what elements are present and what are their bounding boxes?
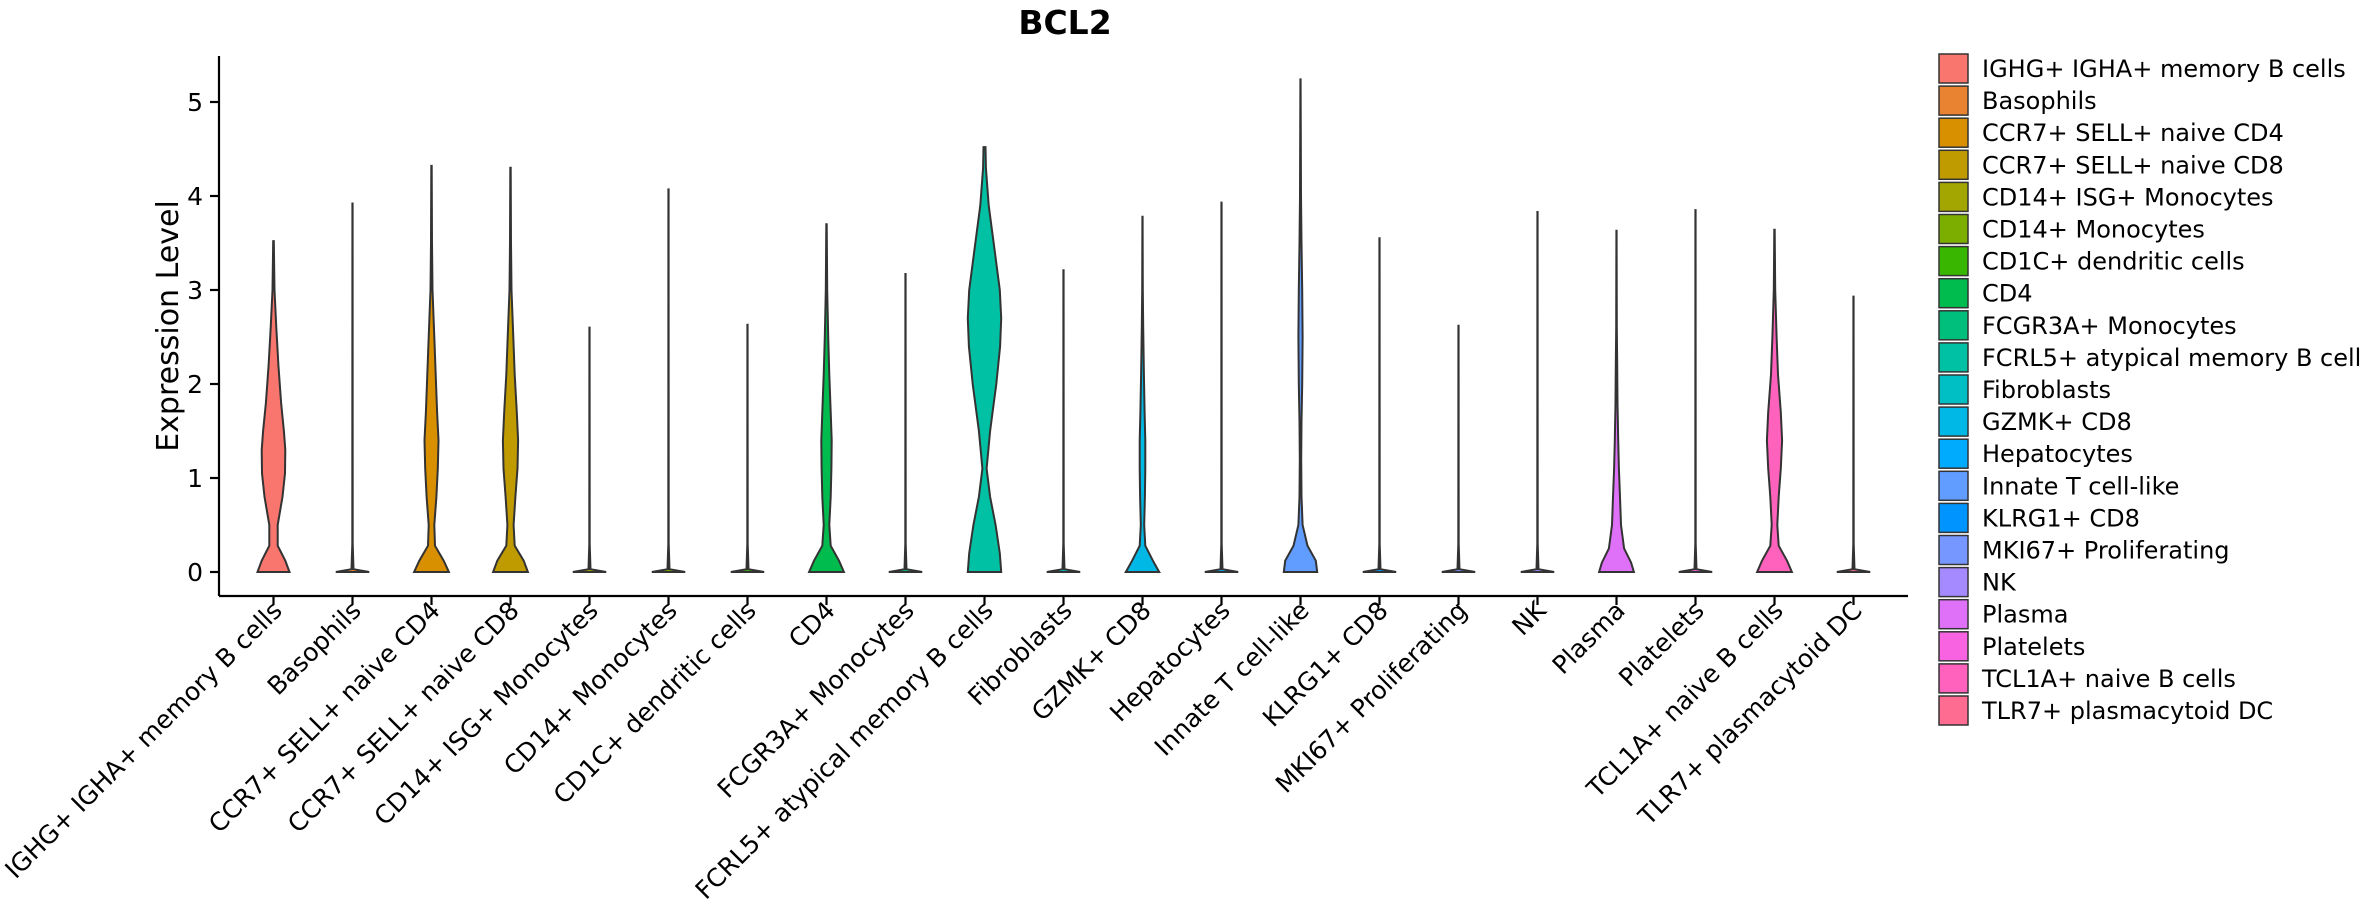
violin-ccr7-sell-naive-cd8 [491, 166, 530, 573]
violin-basophils [335, 202, 370, 573]
violin-plasma [1597, 229, 1636, 573]
legend-label: CD14+ ISG+ Monocytes [1982, 183, 2274, 211]
legend-label: FCGR3A+ Monocytes [1982, 312, 2237, 340]
violin-layer [256, 78, 1871, 573]
legend-label: GZMK+ CD8 [1982, 408, 2132, 436]
legend-swatch [1938, 631, 1969, 662]
violin-innate-t-cell-like [1282, 78, 1319, 573]
legend-label: Basophils [1982, 87, 2097, 115]
violin-hepatocytes [1204, 201, 1239, 573]
legend-swatch [1938, 85, 1969, 116]
x-tick-label: IGHG+ IGHA+ memory B cells [0, 596, 288, 884]
violin-cd14-isg-monocytes [572, 326, 607, 573]
legend-swatch [1938, 406, 1969, 437]
legend-label: CD1C+ dendritic cells [1982, 248, 2245, 276]
legend-swatch [1938, 438, 1969, 469]
legend-label: CCR7+ SELL+ naive CD4 [1982, 119, 2284, 147]
x-ticks: IGHG+ IGHA+ memory B cellsBasophilsCCR7+… [0, 595, 1868, 900]
legend-label: IGHG+ IGHA+ memory B cells [1982, 55, 2346, 83]
violin-platelets [1678, 209, 1713, 573]
violin-cd1c-dendritic-cells [730, 323, 765, 573]
x-tick-label: NK [1506, 595, 1552, 641]
y-tick-label: 2 [187, 370, 203, 399]
legend-swatch [1938, 213, 1969, 245]
legend-label: Innate T cell-like [1982, 472, 2179, 500]
violin-ccr7-sell-naive-cd4 [412, 164, 451, 573]
y-tick-label: 1 [187, 464, 203, 493]
violin-fcrl5-atypical-memory-b-cells [966, 146, 1003, 573]
violin-fcgr3a-monocytes [888, 273, 923, 573]
legend-swatch [1938, 502, 1969, 534]
legend-label: CD4 [1982, 280, 2033, 308]
violin-klrg1-cd8 [1362, 237, 1397, 573]
legend-swatch [1938, 277, 1969, 309]
legend-swatch [1938, 181, 1969, 213]
legend-swatch [1938, 695, 1969, 726]
legend-swatch [1938, 566, 1969, 598]
violin-tlr7-plasmacytoid-dc [1836, 295, 1871, 573]
legend-swatch [1938, 534, 1969, 566]
y-tick-label: 4 [187, 182, 203, 211]
violin-cd4 [807, 223, 846, 573]
violin-tcl1a-naive-b-cells [1755, 228, 1794, 573]
violin-mki67-proliferating [1441, 324, 1476, 573]
x-tick-label: CD4 [783, 596, 841, 654]
legend-label: TLR7+ plasmacytoid DC [1981, 697, 2273, 725]
violin-gzmk-cd8 [1124, 215, 1161, 573]
legend-label: KLRG1+ CD8 [1982, 504, 2140, 532]
violin-ighg-igha-memory-b-cells [256, 240, 291, 573]
legend-swatch [1938, 663, 1969, 694]
legend-label: CD14+ Monocytes [1982, 216, 2205, 244]
legend-label: MKI67+ Proliferating [1982, 537, 2230, 565]
legend-label: FCRL5+ atypical memory B cells [1982, 344, 2362, 372]
legend-swatch [1938, 310, 1969, 341]
violin-cd14-monocytes [651, 188, 686, 573]
y-tick-label: 5 [187, 88, 203, 117]
legend-swatch [1938, 470, 1969, 502]
violin-nk [1520, 211, 1555, 573]
legend-label: Plasma [1982, 601, 2068, 629]
y-ticks: 0 1 2 3 4 5 [187, 88, 219, 587]
legend-swatch [1938, 598, 1969, 630]
legend-label: TCL1A+ naive B cells [1981, 665, 2236, 693]
violin-fibroblasts [1046, 269, 1081, 573]
y-axis-label: Expression Level [151, 200, 186, 452]
legend-swatch [1938, 149, 1969, 181]
legend-label: CCR7+ SELL+ naive CD8 [1982, 151, 2284, 179]
legend: IGHG+ IGHA+ memory B cells Basophils CCR7+… [1938, 53, 2362, 726]
legend-swatch [1938, 117, 1969, 148]
y-tick-label: 3 [187, 276, 203, 305]
legend-swatch [1938, 53, 1969, 84]
legend-label: NK [1982, 569, 2017, 597]
legend-label: Platelets [1982, 633, 2085, 661]
legend-label: Fibroblasts [1982, 376, 2111, 404]
legend-swatch [1938, 342, 1969, 373]
chart-title: BCL2 [1018, 3, 1111, 42]
y-tick-label: 0 [187, 558, 203, 587]
legend-label: Hepatocytes [1982, 440, 2133, 468]
legend-swatch [1938, 245, 1969, 277]
legend-swatch [1938, 374, 1969, 405]
